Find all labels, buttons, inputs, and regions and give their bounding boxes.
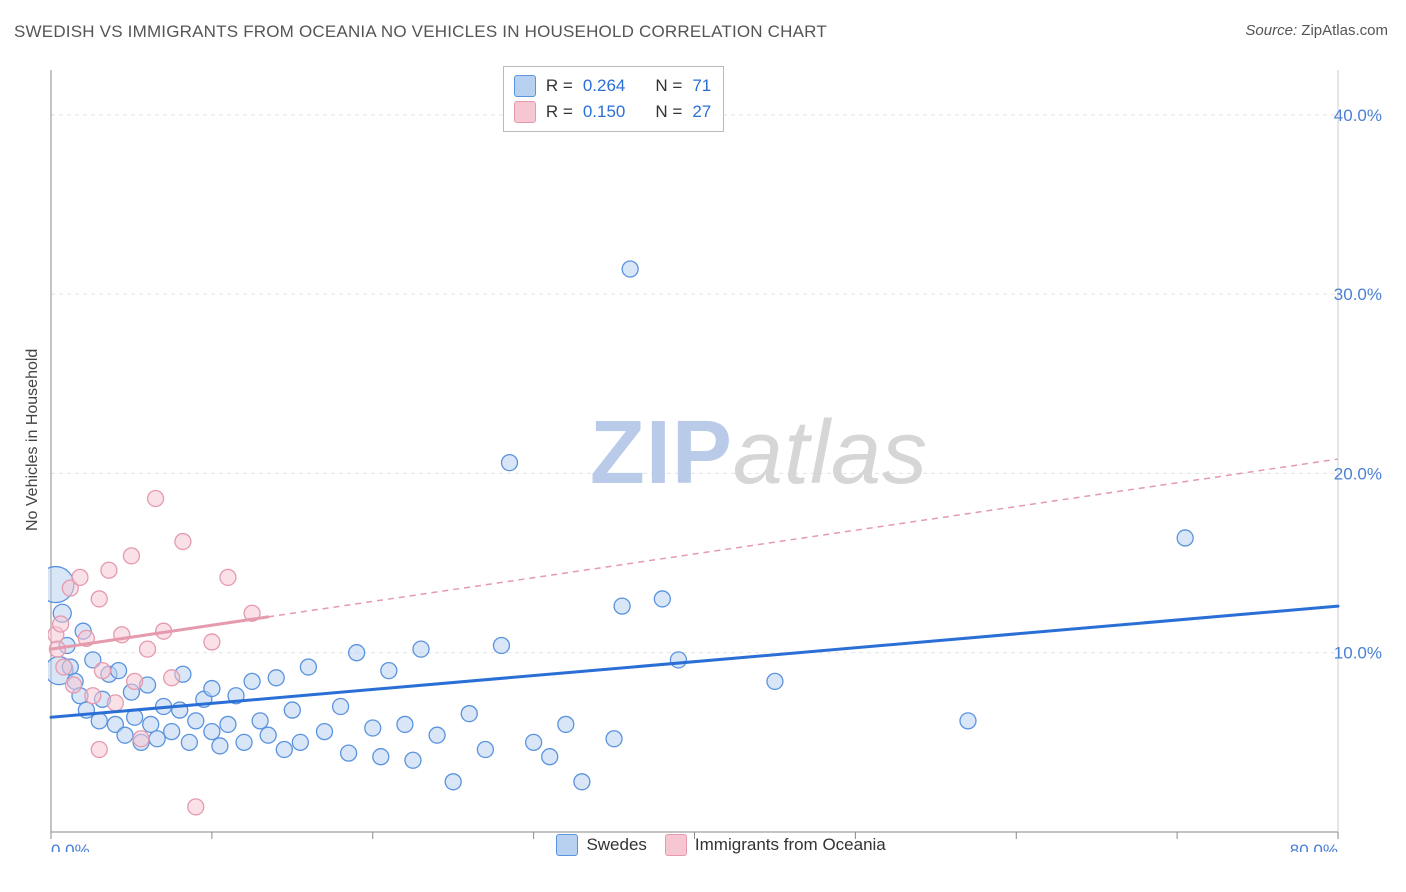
series-legend: Swedes Immigrants from Oceania [556,834,885,856]
source-value: ZipAtlas.com [1301,22,1388,39]
stats-row: R = 0.264 N = 71 [514,73,711,99]
svg-text:10.0%: 10.0% [1334,644,1382,663]
svg-text:30.0%: 30.0% [1334,285,1382,304]
stat-r-label: R = [546,73,573,99]
correlation-scatter-chart: 0.0% 80.0% 10.0% 20.0% 30.0% 40.0% [48,62,1386,852]
legend-label: Swedes [586,835,646,855]
legend-label: Immigrants from Oceania [695,835,886,855]
source-label: Source: [1245,22,1297,39]
stat-r-label: R = [546,99,573,125]
stat-n-label: N = [655,99,682,125]
legend-item: Immigrants from Oceania [665,834,886,856]
stat-r-value: 0.150 [583,99,626,125]
series-swatch [556,834,578,856]
series-swatch [665,834,687,856]
series-swatch [514,101,536,123]
source-credit: Source: ZipAtlas.com [1245,22,1388,39]
svg-text:0.0%: 0.0% [51,841,90,852]
chart-area: 0.0%80.0%10.0%20.0%30.0%40.0% ZIPatlas R… [48,62,1386,852]
svg-text:40.0%: 40.0% [1334,106,1382,125]
stat-n-label: N = [655,73,682,99]
stats-row: R = 0.150 N = 27 [514,99,711,125]
page-title: SWEDISH VS IMMIGRANTS FROM OCEANIA NO VE… [14,22,827,42]
svg-text:20.0%: 20.0% [1334,464,1382,483]
stat-n-value: 27 [692,99,711,125]
stat-n-value: 71 [692,73,711,99]
svg-text:80.0%: 80.0% [1290,841,1338,852]
legend-item: Swedes [556,834,646,856]
stat-r-value: 0.264 [583,73,626,99]
y-axis-label: No Vehicles in Household [24,349,42,531]
stats-legend-box: R = 0.264 N = 71 R = 0.150 N = 27 [503,66,724,132]
series-swatch [514,75,536,97]
